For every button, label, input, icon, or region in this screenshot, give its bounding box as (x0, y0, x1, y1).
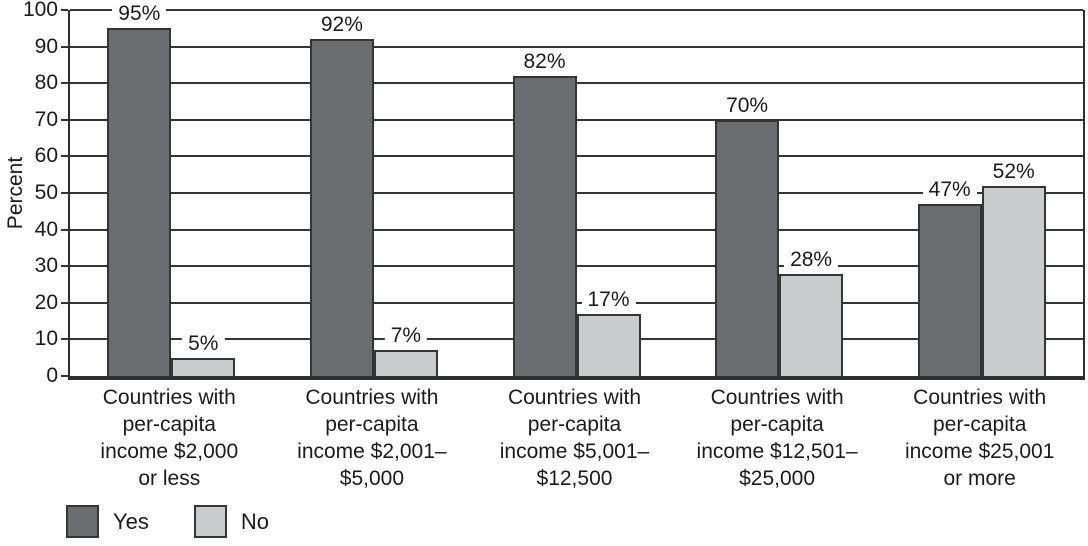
bar-yes-2 (309, 39, 374, 376)
category-label-1: Countries with per-capita income $2,000 … (100, 386, 239, 490)
y-tick-mark-30 (61, 265, 68, 268)
y-tick-mark-10 (61, 338, 68, 341)
y-tick-mark-60 (61, 155, 68, 158)
legend-swatch-yes (66, 505, 99, 538)
y-tick-mark-50 (61, 192, 68, 194)
gridline-70 (70, 118, 1083, 121)
y-tick-label-10: 10 (34, 327, 58, 351)
gridline-90 (70, 45, 1083, 48)
value-label-yes-4: 70% (720, 93, 775, 117)
bar-no-4 (779, 273, 844, 376)
value-label-no-4: 28% (784, 247, 839, 271)
y-tick-mark-0 (61, 375, 68, 377)
gridline-60 (70, 155, 1083, 158)
legend-label-no: No (240, 508, 270, 534)
y-tick-label-70: 70 (34, 107, 58, 131)
y-tick-label-30: 30 (34, 254, 58, 278)
bar-no-3 (576, 313, 641, 376)
value-label-yes-2: 92% (314, 13, 369, 37)
bar-yes-3 (512, 75, 577, 376)
y-tick-mark-80 (61, 82, 68, 85)
legend-item-yes: Yes (66, 505, 149, 538)
y-tick-label-60: 60 (34, 144, 58, 168)
legend-swatch-no (193, 505, 227, 538)
value-label-yes-5: 47% (922, 177, 977, 201)
category-label-4: Countries with per-capita income $12,501… (696, 386, 858, 490)
y-tick-label-20: 20 (34, 290, 58, 314)
gridline-100 (70, 9, 1083, 11)
gridline-80 (70, 82, 1083, 85)
value-label-yes-1: 95% (112, 2, 167, 26)
gridline-20 (70, 301, 1083, 304)
legend-item-no: No (193, 505, 270, 538)
y-tick-mark-100 (61, 9, 68, 11)
category-label-5: Countries with per-capita income $25,001… (904, 386, 1055, 490)
value-label-no-3: 17% (581, 287, 636, 311)
legend-label-yes: Yes (113, 508, 149, 534)
y-tick-label-0: 0 (46, 364, 58, 387)
y-tick-mark-40 (61, 228, 68, 231)
y-tick-label-40: 40 (34, 217, 58, 241)
value-label-yes-3: 82% (517, 49, 572, 73)
y-tick-mark-90 (61, 45, 68, 48)
value-label-no-5: 52% (986, 159, 1041, 183)
y-tick-label-50: 50 (34, 181, 58, 204)
category-label-2: Countries with per-capita income $2,001–… (297, 386, 447, 490)
gridline-40 (70, 228, 1083, 231)
plot-area: 95% 5% 92% 7% 82% 17% 70% 28% 47% 52% (68, 2, 1085, 380)
value-label-no-2: 7% (384, 324, 428, 348)
bar-yes-5 (917, 203, 982, 376)
bar-yes-1 (107, 28, 172, 376)
bar-yes-4 (715, 119, 780, 376)
bar-no-1 (171, 357, 236, 376)
y-tick-label-80: 80 (34, 71, 58, 95)
bar-no-2 (373, 350, 438, 376)
y-tick-mark-20 (61, 301, 68, 304)
gridline-30 (70, 265, 1083, 268)
value-label-no-1: 5% (182, 331, 225, 355)
legend: Yes No (66, 505, 314, 538)
bar-no-5 (981, 185, 1046, 376)
gridline-50 (70, 192, 1083, 194)
category-label-3: Countries with per-capita income $5,001–… (499, 386, 650, 490)
y-tick-label-100: 100 (22, 0, 58, 21)
y-tick-mark-70 (61, 118, 68, 121)
y-tick-label-90: 90 (34, 34, 58, 58)
